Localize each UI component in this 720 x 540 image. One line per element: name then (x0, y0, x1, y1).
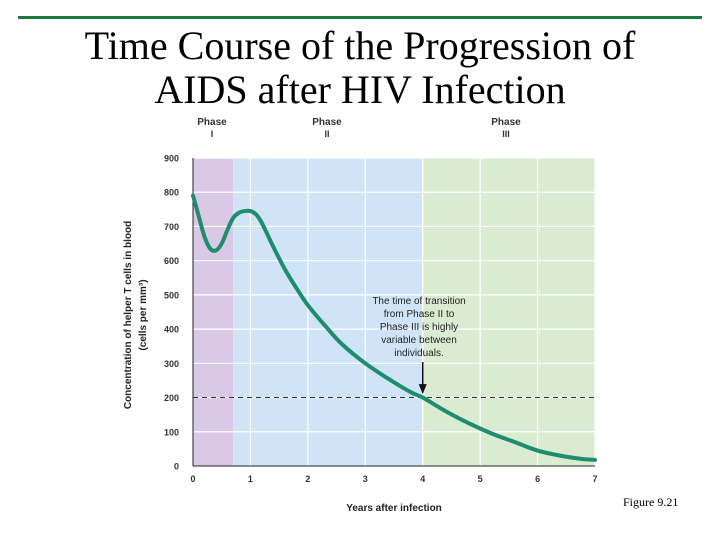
y-tick-label: 100 (164, 427, 179, 437)
series-line-1 (191, 193, 597, 462)
slide-title-line-2: AIDS after HIV Infection (154, 67, 566, 112)
y-tick-label: 900 (164, 154, 179, 164)
phase-band-2 (233, 158, 423, 466)
y-axis-label-line-1: Concentration of helper T cells in blood (123, 221, 134, 409)
phase-header-name: Phase (312, 117, 342, 128)
x-tick-label: 1 (248, 474, 253, 484)
x-tick-label: 3 (363, 474, 368, 484)
y-tick-label: 800 (164, 188, 179, 198)
annotation-line: Phase III is highly (380, 322, 458, 333)
figure-caption: Figure 9.21 (623, 495, 679, 509)
annotation-line: variable between (381, 335, 457, 346)
phase-header-numeral: III (502, 129, 510, 139)
x-axis-label: Years after infection (346, 503, 442, 514)
slide-title-line-1: Time Course of the Progression of (84, 23, 636, 68)
y-tick-label: 700 (164, 222, 179, 232)
y-axis-label-line-2: (cells per mm³) (138, 279, 149, 350)
annotation-line: from Phase II to (384, 309, 455, 320)
phase-band-1 (193, 158, 234, 466)
x-tick-label: 0 (190, 474, 195, 484)
y-tick-label: 600 (164, 256, 179, 266)
x-tick-label: 6 (535, 474, 540, 484)
slide-title: Time Course of the Progression of AIDS a… (0, 24, 720, 112)
annotation-line: individuals. (394, 348, 443, 359)
y-tick-label: 500 (164, 290, 179, 300)
y-tick-label: 400 (164, 325, 179, 335)
phase-header-name: Phase (197, 117, 227, 128)
annotation-arrow-head (418, 384, 427, 395)
x-tick-label: 7 (592, 474, 597, 484)
y-tick-label: 200 (164, 393, 179, 403)
y-tick-label: 300 (164, 359, 179, 369)
phase-header-numeral: II (324, 129, 329, 139)
phase-header-numeral: I (211, 129, 214, 139)
x-tick-label: 2 (305, 474, 310, 484)
phase-header-name: Phase (491, 117, 521, 128)
x-tick-label: 5 (478, 474, 483, 484)
annotation-line: The time of transition (372, 296, 465, 307)
x-tick-label: 4 (420, 474, 425, 484)
title-rule (18, 16, 702, 19)
y-tick-label: 0 (174, 462, 179, 472)
